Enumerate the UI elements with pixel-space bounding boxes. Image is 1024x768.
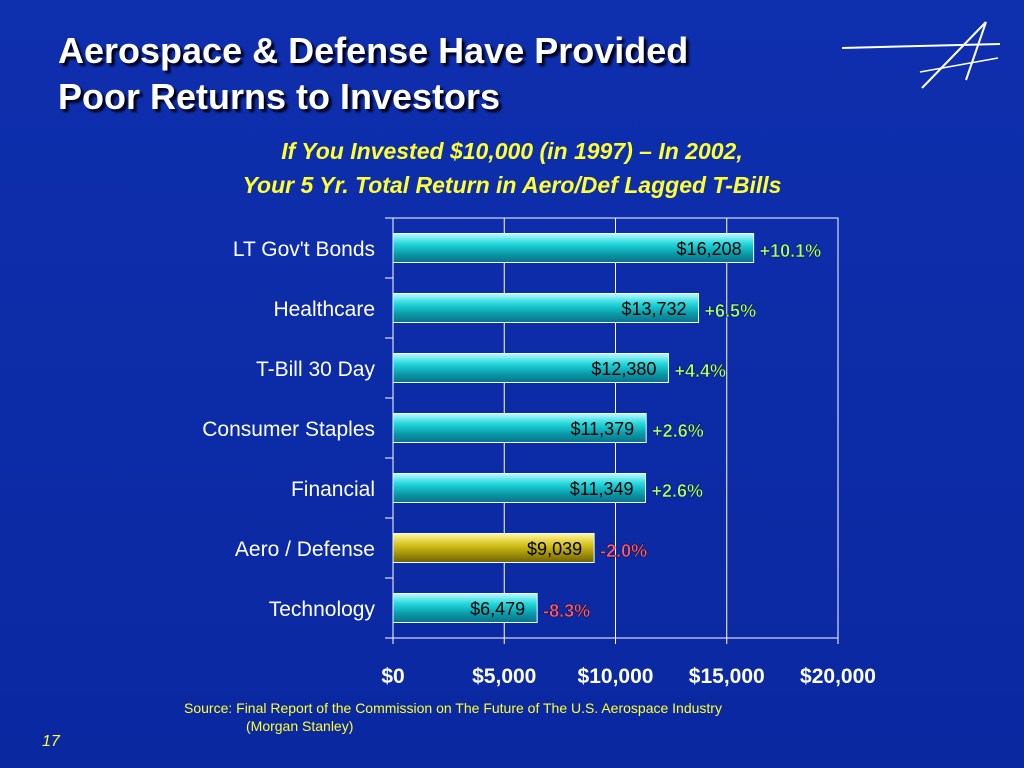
- x-tick-label: $0: [381, 665, 404, 688]
- bar: [392, 473, 647, 503]
- bar-highlight: [392, 533, 595, 563]
- bar: [392, 293, 700, 323]
- bar-return-label: +4.4%: [674, 361, 726, 381]
- category-label: Technology: [269, 598, 376, 621]
- bar-value-label: $11,379: [570, 419, 634, 439]
- category-label: T-Bill 30 Day: [256, 358, 376, 381]
- bar-value-label: $11,349: [570, 479, 634, 499]
- bar-return-label: -2.0%: [600, 541, 647, 561]
- bar: [392, 353, 669, 383]
- source-line-1: Source: Final Report of the Commission o…: [184, 700, 722, 716]
- subtitle-line-1: If You Invested $10,000 (in 1997) – In 2…: [281, 138, 743, 164]
- category-label: Consumer Staples: [202, 418, 375, 441]
- bar-return-label: +10.1%: [760, 241, 822, 261]
- source-line-2: (Morgan Stanley): [246, 718, 354, 734]
- x-tick-label: $10,000: [578, 665, 654, 688]
- title-line-2: Poor Returns to Investors: [58, 76, 501, 117]
- bar: [392, 233, 755, 263]
- slide-title: Aerospace & Defense Have Provided Poor R…: [58, 28, 688, 120]
- bar-value-label: $16,208: [677, 239, 742, 259]
- page-number: 17: [42, 733, 60, 750]
- bar-return-label: +2.6%: [652, 481, 704, 501]
- category-label: Healthcare: [273, 298, 375, 321]
- bar-value-label: $9,039: [527, 539, 582, 559]
- bar: [392, 593, 538, 623]
- bar-value-label: $12,380: [591, 359, 656, 379]
- bar-value-label: $13,732: [621, 299, 686, 319]
- x-tick-label: $15,000: [689, 665, 765, 688]
- category-label: LT Gov't Bonds: [233, 238, 375, 261]
- title-line-1: Aerospace & Defense Have Provided: [58, 30, 689, 71]
- bar: [392, 413, 647, 443]
- bar-return-label: +6.5%: [705, 301, 757, 321]
- x-tick-label: $20,000: [800, 665, 876, 688]
- lockheed-star-logo: [841, 21, 1001, 89]
- x-tick-label: $5,000: [472, 665, 536, 688]
- bar-return-label: +2.6%: [652, 421, 704, 441]
- subtitle-line-2: Your 5 Yr. Total Return in Aero/Def Lagg…: [242, 172, 782, 198]
- bar-value-label: $6,479: [470, 599, 525, 619]
- source-note: Source: Final Report of the Commission o…: [184, 699, 722, 735]
- chart-subtitle: If You Invested $10,000 (in 1997) – In 2…: [0, 134, 1024, 202]
- category-label: Aero / Defense: [235, 538, 375, 561]
- category-label: Financial: [291, 478, 375, 501]
- bar-return-label: -8.3%: [543, 601, 590, 621]
